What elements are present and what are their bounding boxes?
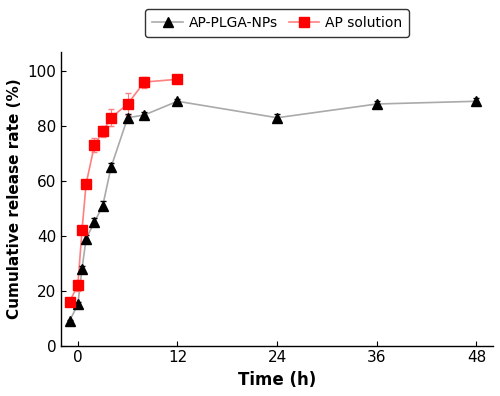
AP-PLGA-NPs [124,115,130,120]
AP solution [100,129,106,134]
AP-PLGA-NPs [79,267,85,271]
Legend: AP-PLGA-NPs, AP solution: AP-PLGA-NPs, AP solution [146,9,409,37]
AP-PLGA-NPs [142,112,148,117]
X-axis label: Time (h): Time (h) [238,371,316,389]
AP solution [124,102,130,107]
AP-PLGA-NPs [100,203,106,208]
AP-PLGA-NPs [108,165,114,169]
Y-axis label: Cumulative release rate (%): Cumulative release rate (%) [7,78,22,319]
AP solution [174,77,180,82]
AP solution [75,283,81,287]
AP-PLGA-NPs [92,220,98,225]
AP-PLGA-NPs [66,318,72,323]
AP solution [142,80,148,84]
AP solution [92,143,98,148]
AP-PLGA-NPs [75,302,81,307]
AP solution [66,299,72,304]
AP-PLGA-NPs [474,99,480,104]
AP solution [79,228,85,233]
AP-PLGA-NPs [174,99,180,104]
Line: AP solution: AP solution [64,74,182,307]
AP-PLGA-NPs [274,115,280,120]
AP solution [108,115,114,120]
AP-PLGA-NPs [374,102,380,107]
AP-PLGA-NPs [83,236,89,241]
Line: AP-PLGA-NPs: AP-PLGA-NPs [64,96,482,326]
AP solution [83,181,89,186]
